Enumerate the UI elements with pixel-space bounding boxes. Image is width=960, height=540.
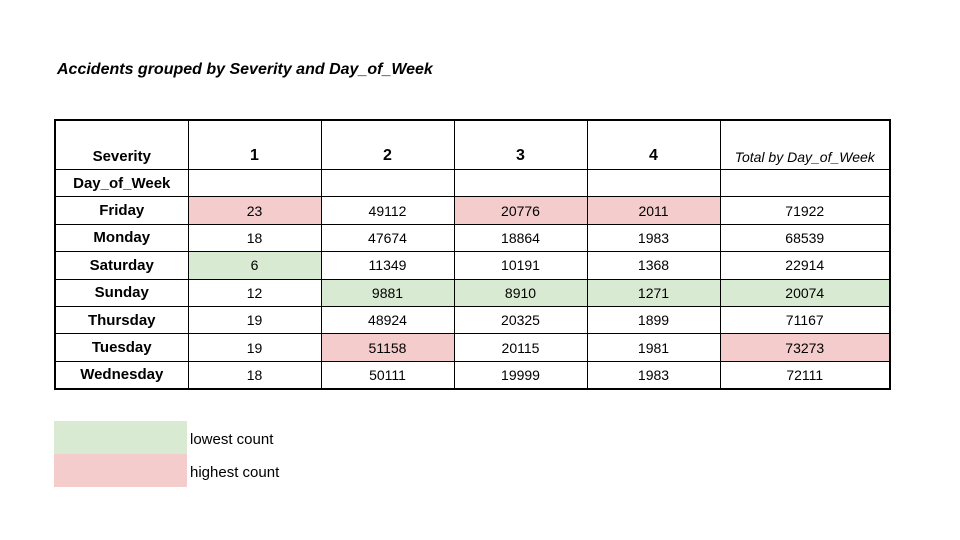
header-row: Severity 1 2 3 4 Total by Day_of_Week — [54, 119, 891, 170]
table-row-saturday: Saturday 6 11349 10191 1368 22914 — [54, 251, 891, 280]
value-cell-severity-4: 1983 — [586, 223, 721, 253]
legend-label-lowest: lowest count — [190, 431, 274, 448]
value-cell-severity-4: 2011 — [586, 196, 721, 225]
value-cell-severity-1: 6 — [187, 251, 322, 280]
value-cell-severity-4: 1271 — [586, 278, 721, 307]
legend-label-highest: highest count — [190, 464, 280, 481]
row-label: Thursday — [54, 305, 189, 335]
value-cell-severity-4: 1983 — [586, 360, 721, 390]
column-header-severity-1: 1 — [187, 119, 322, 170]
value-cell-severity-3: 20115 — [453, 333, 588, 362]
row-axis-label-row: Day_of_Week — [54, 168, 891, 198]
value-cell-severity-2: 11349 — [320, 251, 455, 280]
table-row-tuesday: Tuesday 19 51158 20115 1981 73273 — [54, 333, 891, 362]
value-cell-severity-1: 19 — [187, 333, 322, 362]
value-cell-severity-3: 19999 — [453, 360, 588, 390]
empty-cell — [187, 168, 322, 198]
row-label: Wednesday — [54, 360, 189, 390]
value-cell-severity-1: 19 — [187, 305, 322, 335]
accidents-table: Severity 1 2 3 4 Total by Day_of_Week Da… — [54, 119, 891, 391]
value-cell-severity-1: 23 — [187, 196, 322, 225]
value-cell-severity-3: 8910 — [453, 278, 588, 307]
table-row-sunday: Sunday 12 9881 8910 1271 20074 — [54, 278, 891, 307]
table-row-wednesday: Wednesday 18 50111 19999 1983 72111 — [54, 360, 891, 390]
legend-swatch-lowest — [54, 421, 187, 454]
legend-swatch-highest — [54, 454, 187, 487]
total-cell: 73273 — [719, 333, 891, 362]
empty-cell — [320, 168, 455, 198]
chart-title: Accidents grouped by Severity and Day_of… — [57, 61, 433, 78]
row-label: Friday — [54, 196, 189, 225]
value-cell-severity-4: 1899 — [586, 305, 721, 335]
total-cell: 71922 — [719, 196, 891, 225]
value-cell-severity-2: 47674 — [320, 223, 455, 253]
total-cell: 22914 — [719, 251, 891, 280]
value-cell-severity-2: 50111 — [320, 360, 455, 390]
empty-cell — [719, 168, 891, 198]
corner-label: Severity — [54, 119, 189, 170]
table-row-thursday: Thursday 19 48924 20325 1899 71167 — [54, 305, 891, 335]
column-header-severity-4: 4 — [586, 119, 721, 170]
value-cell-severity-2: 51158 — [320, 333, 455, 362]
column-header-severity-3: 3 — [453, 119, 588, 170]
value-cell-severity-1: 18 — [187, 223, 322, 253]
row-label: Saturday — [54, 251, 189, 280]
value-cell-severity-1: 12 — [187, 278, 322, 307]
empty-cell — [453, 168, 588, 198]
total-cell: 20074 — [719, 278, 891, 307]
value-cell-severity-3: 18864 — [453, 223, 588, 253]
column-header-severity-2: 2 — [320, 119, 455, 170]
total-cell: 68539 — [719, 223, 891, 253]
table-row-monday: Monday 18 47674 18864 1983 68539 — [54, 223, 891, 253]
value-cell-severity-3: 10191 — [453, 251, 588, 280]
value-cell-severity-2: 48924 — [320, 305, 455, 335]
table-row-friday: Friday 23 49112 20776 2011 71922 — [54, 196, 891, 225]
value-cell-severity-4: 1368 — [586, 251, 721, 280]
row-label: Monday — [54, 223, 189, 253]
empty-cell — [586, 168, 721, 198]
total-cell: 71167 — [719, 305, 891, 335]
value-cell-severity-4: 1981 — [586, 333, 721, 362]
value-cell-severity-1: 18 — [187, 360, 322, 390]
column-header-total: Total by Day_of_Week — [719, 119, 891, 170]
value-cell-severity-3: 20776 — [453, 196, 588, 225]
total-cell: 72111 — [719, 360, 891, 390]
value-cell-severity-2: 49112 — [320, 196, 455, 225]
row-label: Sunday — [54, 278, 189, 307]
value-cell-severity-3: 20325 — [453, 305, 588, 335]
row-label: Tuesday — [54, 333, 189, 362]
row-axis-label: Day_of_Week — [54, 168, 189, 198]
value-cell-severity-2: 9881 — [320, 278, 455, 307]
